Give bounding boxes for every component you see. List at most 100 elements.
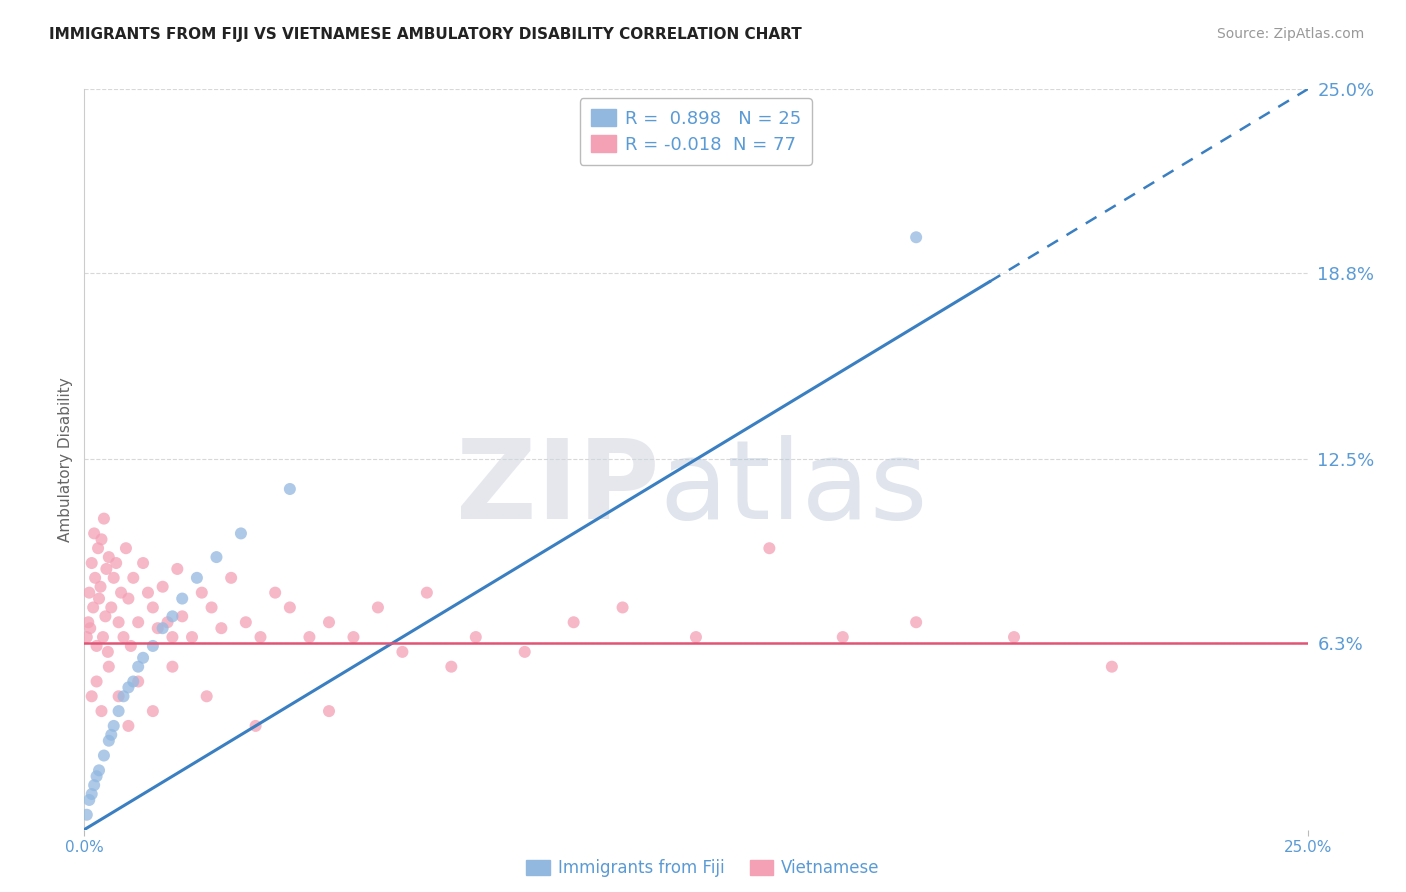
Point: [86, 674, 108, 689]
Point: [142, 639, 165, 653]
Point: [905, 230, 928, 244]
Point: [229, 526, 252, 541]
Point: [156, 615, 179, 630]
Point: [77, 585, 100, 599]
Point: [162, 659, 184, 673]
Point: [93, 511, 115, 525]
Point: [105, 556, 128, 570]
Point: [83, 778, 105, 792]
Point: [181, 630, 204, 644]
Point: [142, 704, 165, 718]
Point: [172, 609, 194, 624]
Point: [205, 550, 228, 565]
Point: [83, 526, 105, 541]
Point: [117, 681, 139, 695]
Point: [136, 585, 159, 599]
Text: Source: ZipAtlas.com: Source: ZipAtlas.com: [1216, 27, 1364, 41]
Point: [200, 600, 222, 615]
Point: [107, 615, 129, 630]
Text: ZIP: ZIP: [456, 435, 659, 542]
Point: [416, 585, 439, 599]
Point: [122, 674, 145, 689]
Point: [440, 659, 463, 673]
Point: [831, 630, 853, 644]
Point: [758, 541, 780, 556]
Point: [82, 600, 104, 615]
Point: [612, 600, 634, 615]
Point: [107, 704, 129, 718]
Point: [191, 585, 214, 599]
Point: [249, 630, 271, 644]
Point: [264, 585, 287, 599]
Point: [90, 704, 112, 718]
Point: [80, 556, 103, 570]
Point: [278, 600, 301, 615]
Y-axis label: Ambulatory Disability: Ambulatory Disability: [58, 377, 73, 541]
Point: [87, 591, 110, 606]
Point: [127, 659, 149, 673]
Point: [219, 571, 242, 585]
Point: [103, 719, 125, 733]
Point: [79, 621, 101, 635]
Point: [127, 674, 149, 689]
Point: [120, 639, 142, 653]
Point: [107, 690, 129, 704]
Legend: Immigrants from Fiji, Vietnamese: Immigrants from Fiji, Vietnamese: [520, 853, 886, 884]
Point: [97, 659, 120, 673]
Point: [84, 571, 107, 585]
Point: [142, 600, 165, 615]
Point: [562, 615, 585, 630]
Point: [162, 609, 184, 624]
Point: [76, 807, 98, 822]
Point: [132, 556, 155, 570]
Point: [166, 562, 188, 576]
Point: [186, 571, 208, 585]
Point: [100, 600, 122, 615]
Point: [278, 482, 301, 496]
Point: [513, 645, 536, 659]
Point: [318, 615, 340, 630]
Point: [112, 630, 135, 644]
Point: [195, 690, 218, 704]
Point: [117, 591, 139, 606]
Point: [77, 793, 100, 807]
Point: [97, 645, 120, 659]
Point: [127, 615, 149, 630]
Point: [318, 704, 340, 718]
Point: [122, 571, 145, 585]
Point: [342, 630, 364, 644]
Point: [94, 609, 117, 624]
Point: [209, 621, 232, 635]
Point: [152, 621, 174, 635]
Point: [89, 580, 111, 594]
Point: [172, 591, 194, 606]
Point: [1101, 659, 1123, 673]
Point: [115, 541, 138, 556]
Point: [100, 728, 122, 742]
Point: [112, 690, 135, 704]
Point: [905, 615, 928, 630]
Text: atlas: atlas: [659, 435, 928, 542]
Point: [80, 787, 103, 801]
Point: [146, 621, 169, 635]
Point: [298, 630, 321, 644]
Legend: R =  0.898   N = 25, R = -0.018  N = 77: R = 0.898 N = 25, R = -0.018 N = 77: [579, 98, 813, 165]
Point: [97, 733, 120, 747]
Point: [1002, 630, 1025, 644]
Point: [117, 719, 139, 733]
Point: [76, 630, 98, 644]
Point: [235, 615, 257, 630]
Point: [86, 769, 108, 783]
Text: IMMIGRANTS FROM FIJI VS VIETNAMESE AMBULATORY DISABILITY CORRELATION CHART: IMMIGRANTS FROM FIJI VS VIETNAMESE AMBUL…: [49, 27, 801, 42]
Point: [110, 585, 132, 599]
Point: [132, 650, 155, 665]
Point: [152, 580, 174, 594]
Point: [464, 630, 486, 644]
Point: [391, 645, 413, 659]
Point: [91, 630, 114, 644]
Point: [96, 562, 118, 576]
Point: [80, 690, 103, 704]
Point: [245, 719, 267, 733]
Point: [90, 533, 112, 547]
Point: [87, 541, 110, 556]
